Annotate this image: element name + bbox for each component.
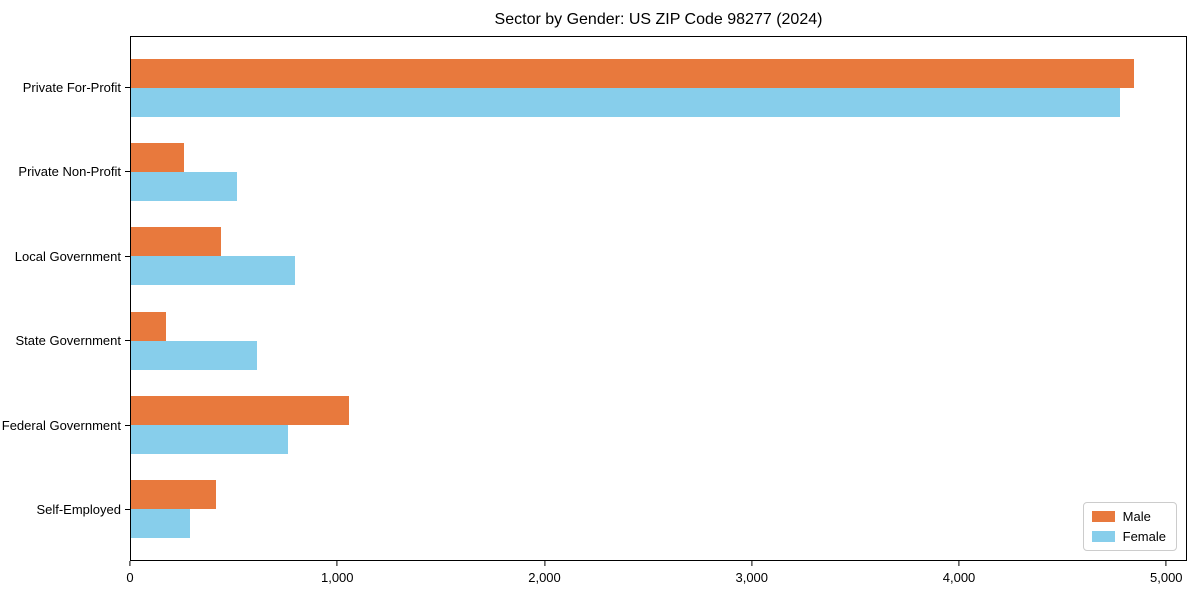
y-axis-row: Local Government — [0, 214, 130, 299]
y-axis-tick — [125, 424, 130, 426]
x-axis-tick-label: 5,000 — [1149, 570, 1183, 585]
chart-title: Sector by Gender: US ZIP Code 98277 (202… — [494, 11, 823, 28]
y-axis-tick — [125, 340, 130, 342]
y-axis: Private For-Profit Private Non-Profit Loca… — [0, 36, 130, 561]
category-group-2 — [131, 214, 1186, 298]
legend-item-male: Male — [1091, 509, 1166, 524]
legend-label-female: Female — [1122, 529, 1166, 544]
legend: Male Female — [1082, 502, 1177, 551]
y-axis-label: Private For-Profit — [22, 79, 121, 95]
male-swatch-icon — [1091, 511, 1115, 522]
y-axis-row: Federal Government — [0, 383, 130, 468]
bar-male-0 — [131, 59, 1135, 89]
y-axis-label: Self-Employed — [36, 502, 121, 518]
y-axis-tick — [125, 255, 130, 257]
female-swatch-icon — [1091, 531, 1115, 542]
bar-male-5 — [131, 479, 216, 509]
x-axis-tick-label: 1,000 — [320, 570, 354, 585]
y-axis-row: Self-Employed — [0, 468, 130, 553]
category-group-4 — [131, 383, 1186, 467]
legend-label-male: Male — [1122, 509, 1151, 524]
category-group-1 — [131, 130, 1186, 214]
x-axis-tick — [336, 561, 338, 566]
x-axis-tick — [129, 561, 131, 566]
bar-male-3 — [131, 311, 167, 341]
x-axis-tick-label: 2,000 — [528, 570, 561, 585]
y-axis-tick — [125, 86, 130, 88]
y-axis-row: Private Non-Profit — [0, 130, 130, 215]
x-axis: 0 1,000 2,000 3,000 4,000 5,000 — [126, 561, 1187, 591]
bars-container — [131, 37, 1186, 560]
bar-female-2 — [131, 256, 296, 286]
plot-area: Male Female — [130, 36, 1187, 561]
y-axis-row: State Government — [0, 299, 130, 384]
bar-male-4 — [131, 395, 350, 425]
y-axis-row: Private For-Profit — [0, 45, 130, 130]
bar-male-2 — [131, 227, 221, 257]
category-group-3 — [131, 299, 1186, 383]
y-axis-tick — [125, 171, 130, 173]
category-group-5 — [131, 467, 1186, 551]
x-axis-tick — [958, 561, 960, 566]
x-axis-tick-label: 0 — [126, 570, 134, 585]
y-axis-label: Local Government — [14, 248, 121, 264]
y-axis-label: State Government — [15, 333, 122, 349]
bar-female-0 — [131, 88, 1120, 118]
x-axis-tick — [751, 561, 753, 566]
bar-male-1 — [131, 143, 184, 173]
legend-item-female: Female — [1091, 529, 1166, 544]
bar-female-3 — [131, 340, 258, 370]
y-axis-label: Private Non-Profit — [18, 164, 121, 180]
bar-female-4 — [131, 424, 289, 454]
x-axis-tick-label: 3,000 — [735, 570, 769, 585]
x-axis-tick-label: 4,000 — [942, 570, 976, 585]
y-axis-tick — [125, 509, 130, 511]
bar-female-5 — [131, 508, 190, 538]
category-group-0 — [131, 46, 1186, 130]
x-axis-tick — [543, 561, 546, 566]
bar-female-1 — [131, 172, 237, 202]
y-axis-label: Federal Government — [1, 417, 121, 433]
x-axis-tick — [1165, 561, 1167, 566]
